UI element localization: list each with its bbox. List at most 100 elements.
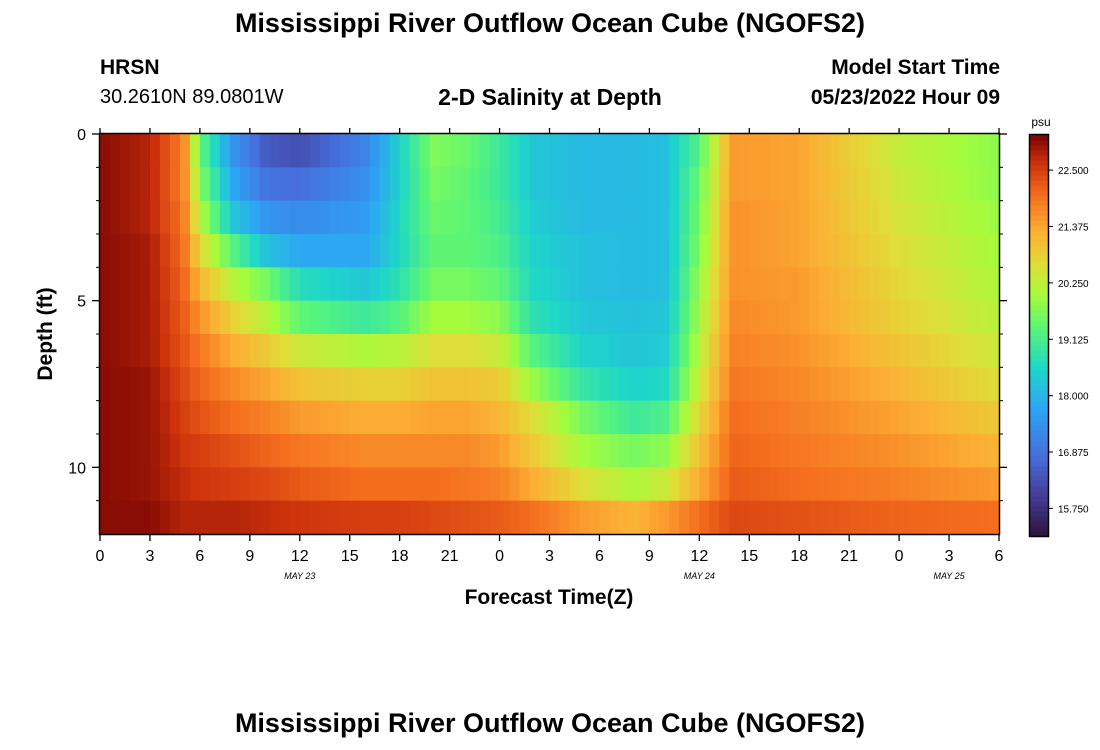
heatmap-cell	[529, 134, 541, 168]
heatmap-cell	[709, 200, 720, 235]
heatmap-cell	[419, 400, 431, 435]
heatmap-cell	[229, 334, 241, 368]
x-tick-label: 6	[995, 548, 1004, 565]
heatmap-cell	[429, 167, 441, 202]
heatmap-cell	[589, 434, 601, 468]
heatmap-cell	[879, 134, 890, 168]
heatmap-cell	[279, 500, 291, 535]
heatmap-cell	[209, 167, 221, 202]
heatmap-cell	[969, 467, 980, 502]
heatmap-cell	[779, 300, 790, 335]
heatmap-cell	[859, 367, 870, 402]
heatmap-cell	[539, 167, 551, 202]
heatmap-cell	[279, 200, 291, 235]
heatmap-cell	[449, 334, 461, 368]
heatmap-cell	[179, 234, 191, 268]
heatmap-cell	[109, 234, 121, 268]
heatmap-cell	[829, 434, 840, 468]
heatmap-cell	[939, 134, 950, 168]
heatmap-cell	[669, 334, 680, 368]
heatmap-cell	[909, 367, 920, 402]
heatmap-cell	[409, 367, 421, 402]
heatmap-cell	[699, 334, 710, 368]
heatmap-cell	[689, 134, 700, 168]
date-label: MAY 23	[284, 571, 315, 581]
heatmap-cell	[199, 434, 211, 468]
heatmap-cell	[169, 134, 181, 168]
heatmap-cell	[669, 234, 680, 268]
heatmap-cell	[819, 467, 830, 502]
heatmap-cell	[829, 267, 840, 302]
heatmap-cell	[129, 500, 141, 535]
heatmap-cell	[879, 300, 890, 335]
heatmap-cell	[679, 200, 690, 235]
heatmap-cell	[569, 500, 581, 535]
heatmap-cell	[869, 267, 880, 302]
heatmap-cell	[459, 500, 471, 535]
heatmap-cell	[489, 400, 501, 435]
heatmap-cell	[859, 167, 870, 202]
heatmap-cell	[259, 300, 271, 335]
heatmap-cell	[399, 300, 411, 335]
heatmap-cell	[689, 200, 700, 235]
heatmap-cell	[979, 500, 990, 535]
heatmap-cell	[959, 400, 970, 435]
heatmap-cell	[139, 334, 151, 368]
colorbar-segment	[1030, 385, 1048, 392]
heatmap-cell	[539, 300, 551, 335]
heatmap-cell	[379, 467, 391, 502]
x-tick-label: 15	[341, 548, 359, 565]
heatmap-cell	[639, 134, 650, 168]
heatmap-cell	[119, 300, 131, 335]
heatmap-cell	[939, 167, 950, 202]
heatmap-cell	[419, 167, 431, 202]
heatmap-cell	[409, 167, 421, 202]
heatmap-cell	[869, 367, 880, 402]
heatmap-cell	[659, 267, 670, 302]
heatmap-cell	[969, 367, 980, 402]
heatmap-cell	[329, 134, 341, 168]
heatmap-cell	[439, 367, 451, 402]
colorbar-segment	[1030, 280, 1048, 286]
heatmap-cell	[679, 300, 690, 335]
heatmap-cell	[679, 400, 690, 435]
heatmap-cell	[249, 300, 261, 335]
heatmap-cell	[739, 500, 750, 535]
colorbar-segment	[1030, 390, 1048, 397]
heatmap-cell	[219, 334, 231, 368]
colorbar-segment	[1030, 320, 1048, 327]
heatmap-cell	[529, 267, 541, 302]
heatmap-cell	[269, 234, 281, 268]
heatmap-cell	[549, 300, 561, 335]
heatmap-cell	[379, 334, 391, 368]
heatmap-cell	[369, 200, 381, 235]
heatmap-cell	[909, 234, 920, 268]
heatmap-cell	[709, 400, 720, 435]
heatmap-cell	[219, 200, 231, 235]
heatmap-cell	[589, 500, 601, 535]
heatmap-cell	[509, 400, 521, 435]
heatmap-cell	[229, 200, 241, 235]
heatmap-cell	[249, 400, 261, 435]
heatmap-cell	[159, 500, 171, 535]
heatmap-cell	[799, 500, 810, 535]
heatmap-cell	[479, 134, 491, 168]
heatmap-cell	[279, 300, 291, 335]
heatmap-cell	[709, 234, 720, 268]
heatmap-cell	[299, 400, 311, 435]
heatmap-cell	[659, 334, 670, 368]
colorbar-tick-label: 21.375	[1058, 222, 1089, 233]
heatmap-cell	[659, 234, 670, 268]
heatmap-cell	[619, 500, 631, 535]
heatmap-cell	[159, 434, 171, 468]
heatmap-cell	[249, 334, 261, 368]
heatmap-cell	[489, 300, 501, 335]
heatmap-cell	[859, 234, 870, 268]
heatmap-cell	[889, 234, 900, 268]
heatmap-cell	[919, 300, 930, 335]
heatmap-cell	[269, 334, 281, 368]
heatmap-cell	[469, 267, 481, 302]
heatmap-cell	[939, 267, 950, 302]
heatmap-cell	[309, 234, 321, 268]
heatmap-cell	[139, 200, 151, 235]
